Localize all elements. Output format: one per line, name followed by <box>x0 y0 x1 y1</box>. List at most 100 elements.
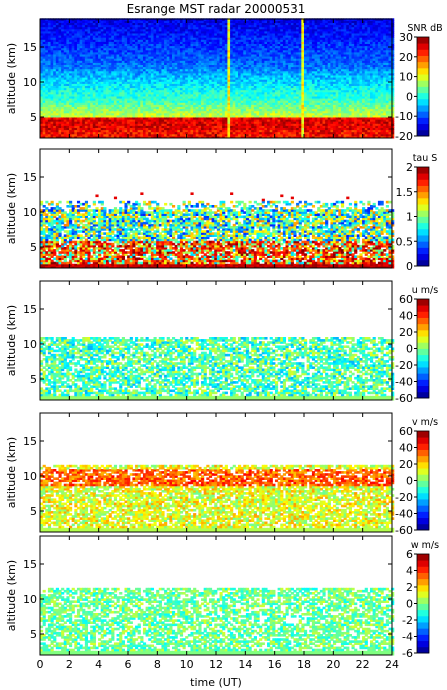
heatmap-cell <box>76 108 81 112</box>
heatmap-cell <box>61 112 65 116</box>
heatmap-cell <box>79 127 83 131</box>
heatmap-cell <box>87 22 91 26</box>
heatmap-cell <box>106 135 110 139</box>
heatmap-cell <box>100 64 104 68</box>
heatmap-cell <box>69 135 73 139</box>
heatmap-cell <box>61 87 65 91</box>
heatmap-cell <box>95 60 99 63</box>
heatmap-cell <box>82 28 86 32</box>
heatmap-cell <box>108 72 112 76</box>
heatmap-cell <box>45 28 49 32</box>
heatmap-cell <box>106 75 110 78</box>
heatmap-cell <box>71 135 75 139</box>
heatmap-cell <box>87 72 91 76</box>
heatmap-cell <box>100 43 104 47</box>
heatmap-cell <box>45 106 49 110</box>
heatmap-cell <box>55 91 59 95</box>
heatmap-cell <box>100 108 104 112</box>
heatmap-cell <box>92 30 96 34</box>
heatmap-cell <box>98 41 102 44</box>
heatmap-cell <box>82 35 86 38</box>
heatmap-cell <box>82 79 86 82</box>
heatmap-cell <box>47 20 52 23</box>
heatmap-cell <box>106 89 110 93</box>
heatmap-cell <box>92 26 96 30</box>
heatmap-cell <box>98 51 102 55</box>
heatmap-cell <box>47 102 52 105</box>
heatmap-cell <box>84 18 89 21</box>
heatmap-cell <box>63 58 67 61</box>
heatmap-cell <box>106 66 110 70</box>
heatmap-cell <box>42 33 46 36</box>
heatmap-cell <box>98 68 102 72</box>
heatmap-cell <box>103 114 107 118</box>
heatmap-cell <box>76 131 81 135</box>
heatmap-cell <box>74 56 78 59</box>
heatmap-cell <box>98 104 102 107</box>
heatmap-cell <box>90 20 94 23</box>
heatmap-cell <box>55 66 59 70</box>
heatmap-cell <box>74 125 78 128</box>
heatmap-cell <box>63 77 67 80</box>
heatmap-cell <box>42 56 46 59</box>
heatmap-cell <box>76 51 81 55</box>
heatmap-cell <box>82 131 86 135</box>
heatmap-cell <box>69 121 73 124</box>
heatmap-cell <box>47 121 52 124</box>
heatmap-cell <box>106 56 110 59</box>
heatmap-cell <box>63 54 67 57</box>
heatmap-cell <box>87 49 91 53</box>
heatmap-cell <box>71 75 75 78</box>
heatmap-cell <box>100 96 104 99</box>
heatmap-cell <box>69 20 73 23</box>
heatmap-cell <box>69 125 73 128</box>
heatmap-cell <box>69 37 73 40</box>
heatmap-cell <box>74 66 78 70</box>
heatmap-cell <box>82 83 86 86</box>
heatmap-cell <box>98 121 102 124</box>
heatmap-cell <box>71 125 75 128</box>
heatmap-cell <box>90 60 94 63</box>
heatmap-cell <box>50 117 54 120</box>
heatmap-cell <box>47 83 52 86</box>
heatmap-cell <box>76 68 81 72</box>
heatmap-cell <box>71 83 75 86</box>
heatmap-cell <box>90 41 94 44</box>
heatmap-cell <box>108 123 112 126</box>
heatmap-cell <box>42 131 46 135</box>
heatmap-cell <box>61 91 65 95</box>
heatmap-cell <box>76 24 81 28</box>
heatmap-cell <box>40 83 44 86</box>
heatmap-cell <box>103 106 107 110</box>
heatmap-cell <box>45 133 49 137</box>
heatmap-cell <box>108 39 112 42</box>
heatmap-cell <box>55 20 59 23</box>
heatmap-cell <box>74 123 78 126</box>
heatmap-cell <box>63 18 67 21</box>
heatmap-cell <box>61 47 65 51</box>
heatmap-cell <box>90 91 94 95</box>
heatmap-cell <box>108 87 112 91</box>
heatmap-cell <box>74 85 78 89</box>
heatmap-cell <box>63 24 67 28</box>
heatmap-cell <box>63 98 67 101</box>
heatmap-cell <box>84 30 89 34</box>
heatmap-cell <box>100 33 104 36</box>
heatmap-cell <box>76 85 81 89</box>
heatmap-cell <box>87 70 91 74</box>
heatmap-cell <box>108 24 112 28</box>
heatmap-cell <box>53 108 57 112</box>
heatmap-cell <box>103 102 107 105</box>
heatmap-cell <box>42 51 46 55</box>
heatmap-cell <box>103 68 107 72</box>
heatmap-cell <box>69 106 73 110</box>
heatmap-cell <box>71 20 75 23</box>
heatmap-cell <box>58 121 62 124</box>
heatmap-cell <box>79 87 83 91</box>
heatmap-cell <box>87 35 91 38</box>
heatmap-cell <box>69 24 73 28</box>
heatmap-cell <box>53 24 57 28</box>
heatmap-cell <box>47 93 52 97</box>
heatmap-cell <box>79 123 83 126</box>
heatmap-cell <box>95 83 99 86</box>
